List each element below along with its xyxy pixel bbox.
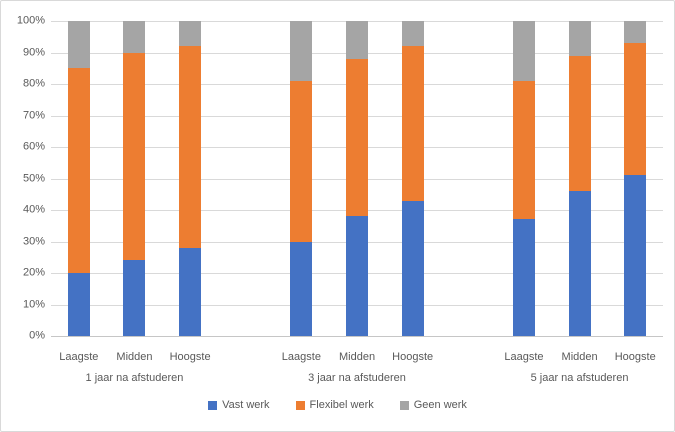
stacked-bar-3-jaar-na-afstuderen-hoogste — [401, 21, 424, 336]
bar-segment-flexibel-werk — [401, 46, 424, 201]
bar-slot — [274, 21, 330, 336]
y-axis-tick-label: 10% — [22, 298, 45, 310]
bar-segment-flexibel-werk — [67, 68, 90, 273]
bar-segment-geen-werk — [346, 21, 369, 59]
bar-segment-flexibel-werk — [123, 52, 146, 261]
bar-segment-vast-werk — [568, 191, 591, 336]
category-label-slot: Laagste — [274, 347, 330, 365]
x-axis-line — [51, 336, 663, 337]
y-axis-tick-label: 30% — [22, 235, 45, 247]
bar-segment-geen-werk — [512, 21, 535, 81]
bar-slot — [440, 21, 496, 336]
bar-slot — [385, 21, 441, 336]
y-axis-tick-label: 80% — [22, 77, 45, 90]
y-axis-tick-label: 100% — [16, 14, 45, 27]
category-label: Hoogste — [392, 351, 434, 363]
bar-segment-vast-werk — [123, 260, 146, 336]
category-label-slot: Hoogste — [385, 347, 441, 365]
bar-segment-flexibel-werk — [179, 46, 202, 248]
bar-segment-vast-werk — [624, 175, 647, 336]
y-axis-tick-label: 90% — [22, 46, 45, 58]
category-label: Midden — [116, 351, 153, 363]
y-axis-tick-label: 40% — [22, 203, 45, 216]
legend-item-flexibel-werk: Flexibel werk — [295, 399, 374, 411]
bar-slot — [51, 21, 107, 336]
category-label-slot: Laagste — [51, 347, 107, 365]
bar-segment-flexibel-werk — [346, 58, 369, 217]
bar-segment-flexibel-werk — [290, 80, 313, 242]
category-label-slot: Hoogste — [162, 347, 218, 365]
bar-slot — [496, 21, 552, 336]
group-label: 3 jaar na afstuderen — [308, 372, 406, 384]
stacked-bar-3-jaar-na-afstuderen-midden — [346, 21, 369, 336]
legend: Vast werk Flexibel werk Geen werk — [1, 400, 674, 411]
bar-segment-geen-werk — [179, 21, 202, 47]
y-axis-tick-label: 70% — [22, 109, 45, 121]
bar-slot — [162, 21, 218, 336]
legend-label: Geen werk — [413, 399, 467, 411]
bar-slot — [107, 21, 163, 336]
group-label: 5 jaar na afstuderen — [530, 372, 629, 384]
bar-slot — [329, 21, 385, 336]
bar-segment-vast-werk — [67, 273, 90, 336]
legend-swatch-geen-werk — [399, 401, 409, 410]
y-axis-tick-label: 0% — [29, 329, 45, 342]
bar-segment-geen-werk — [401, 21, 424, 47]
bar-segment-geen-werk — [290, 21, 313, 81]
category-label-slot: Midden — [552, 347, 608, 365]
y-axis-tick-label: 50% — [22, 172, 45, 184]
category-label: Laagste — [504, 351, 544, 363]
stacked-bar-1-jaar-na-afstuderen-hoogste — [179, 21, 202, 336]
legend-item-geen-werk: Geen werk — [399, 399, 467, 411]
category-label: Laagste — [59, 351, 99, 363]
bar-segment-vast-werk — [401, 200, 424, 336]
stacked-bar-1-jaar-na-afstuderen-midden — [123, 21, 146, 336]
stacked-bar-5-jaar-na-afstuderen-hoogste — [624, 21, 647, 336]
plot-area — [51, 21, 663, 337]
group-label: 1 jaar na afstuderen — [85, 372, 184, 384]
category-label-slot: Midden — [107, 347, 163, 365]
bar-slot — [218, 21, 274, 336]
x-axis-category-labels: Laagste Midden Hoogste Laagste Midden Hoogste… — [51, 347, 663, 365]
stacked-bar-5-jaar-na-afstuderen-laagste — [512, 21, 535, 336]
category-label: Hoogste — [169, 351, 211, 363]
bar-segment-flexibel-werk — [512, 80, 535, 220]
bar-segment-flexibel-werk — [624, 43, 647, 176]
y-axis-tick-label: 20% — [22, 266, 45, 279]
stacked-bar-1-jaar-na-afstuderen-laagste — [67, 21, 90, 336]
bar-segment-vast-werk — [290, 241, 313, 336]
category-label-slot: Hoogste — [607, 347, 663, 365]
legend-label: Vast werk — [222, 399, 270, 411]
category-label: Midden — [561, 351, 598, 363]
legend-item-vast-werk: Vast werk — [208, 399, 270, 411]
bar-segment-geen-werk — [568, 21, 591, 56]
legend-swatch-vast-werk — [208, 401, 218, 410]
bar-segment-geen-werk — [624, 21, 647, 44]
bar-segment-flexibel-werk — [568, 55, 591, 192]
category-label: Midden — [338, 351, 376, 363]
category-label-slot — [440, 347, 496, 365]
bars-layer — [51, 21, 663, 336]
bar-slot — [607, 21, 663, 336]
bar-segment-vast-werk — [346, 216, 369, 336]
category-label-slot: Laagste — [496, 347, 552, 365]
y-axis: 100% 90% 80% 70% 60% 50% 40% 30% 20% 10% 0% — [7, 15, 45, 341]
y-axis-tick-label: 60% — [22, 140, 45, 153]
category-label-slot: Midden — [329, 347, 385, 365]
category-label: Laagste — [281, 351, 321, 363]
category-label: Hoogste — [614, 351, 656, 363]
bar-segment-geen-werk — [67, 21, 90, 69]
stacked-bar-3-jaar-na-afstuderen-laagste — [290, 21, 313, 336]
bar-slot — [552, 21, 608, 336]
legend-swatch-flexibel-werk — [295, 401, 305, 410]
category-label-slot — [218, 347, 274, 365]
x-axis-group-labels: 1 jaar na afstuderen 3 jaar na afstuderen… — [51, 373, 663, 387]
legend-label: Flexibel werk — [309, 399, 374, 411]
bar-segment-vast-werk — [512, 219, 535, 336]
bar-segment-vast-werk — [179, 247, 202, 336]
stacked-bar-5-jaar-na-afstuderen-midden — [568, 21, 591, 336]
bar-segment-geen-werk — [123, 21, 146, 53]
